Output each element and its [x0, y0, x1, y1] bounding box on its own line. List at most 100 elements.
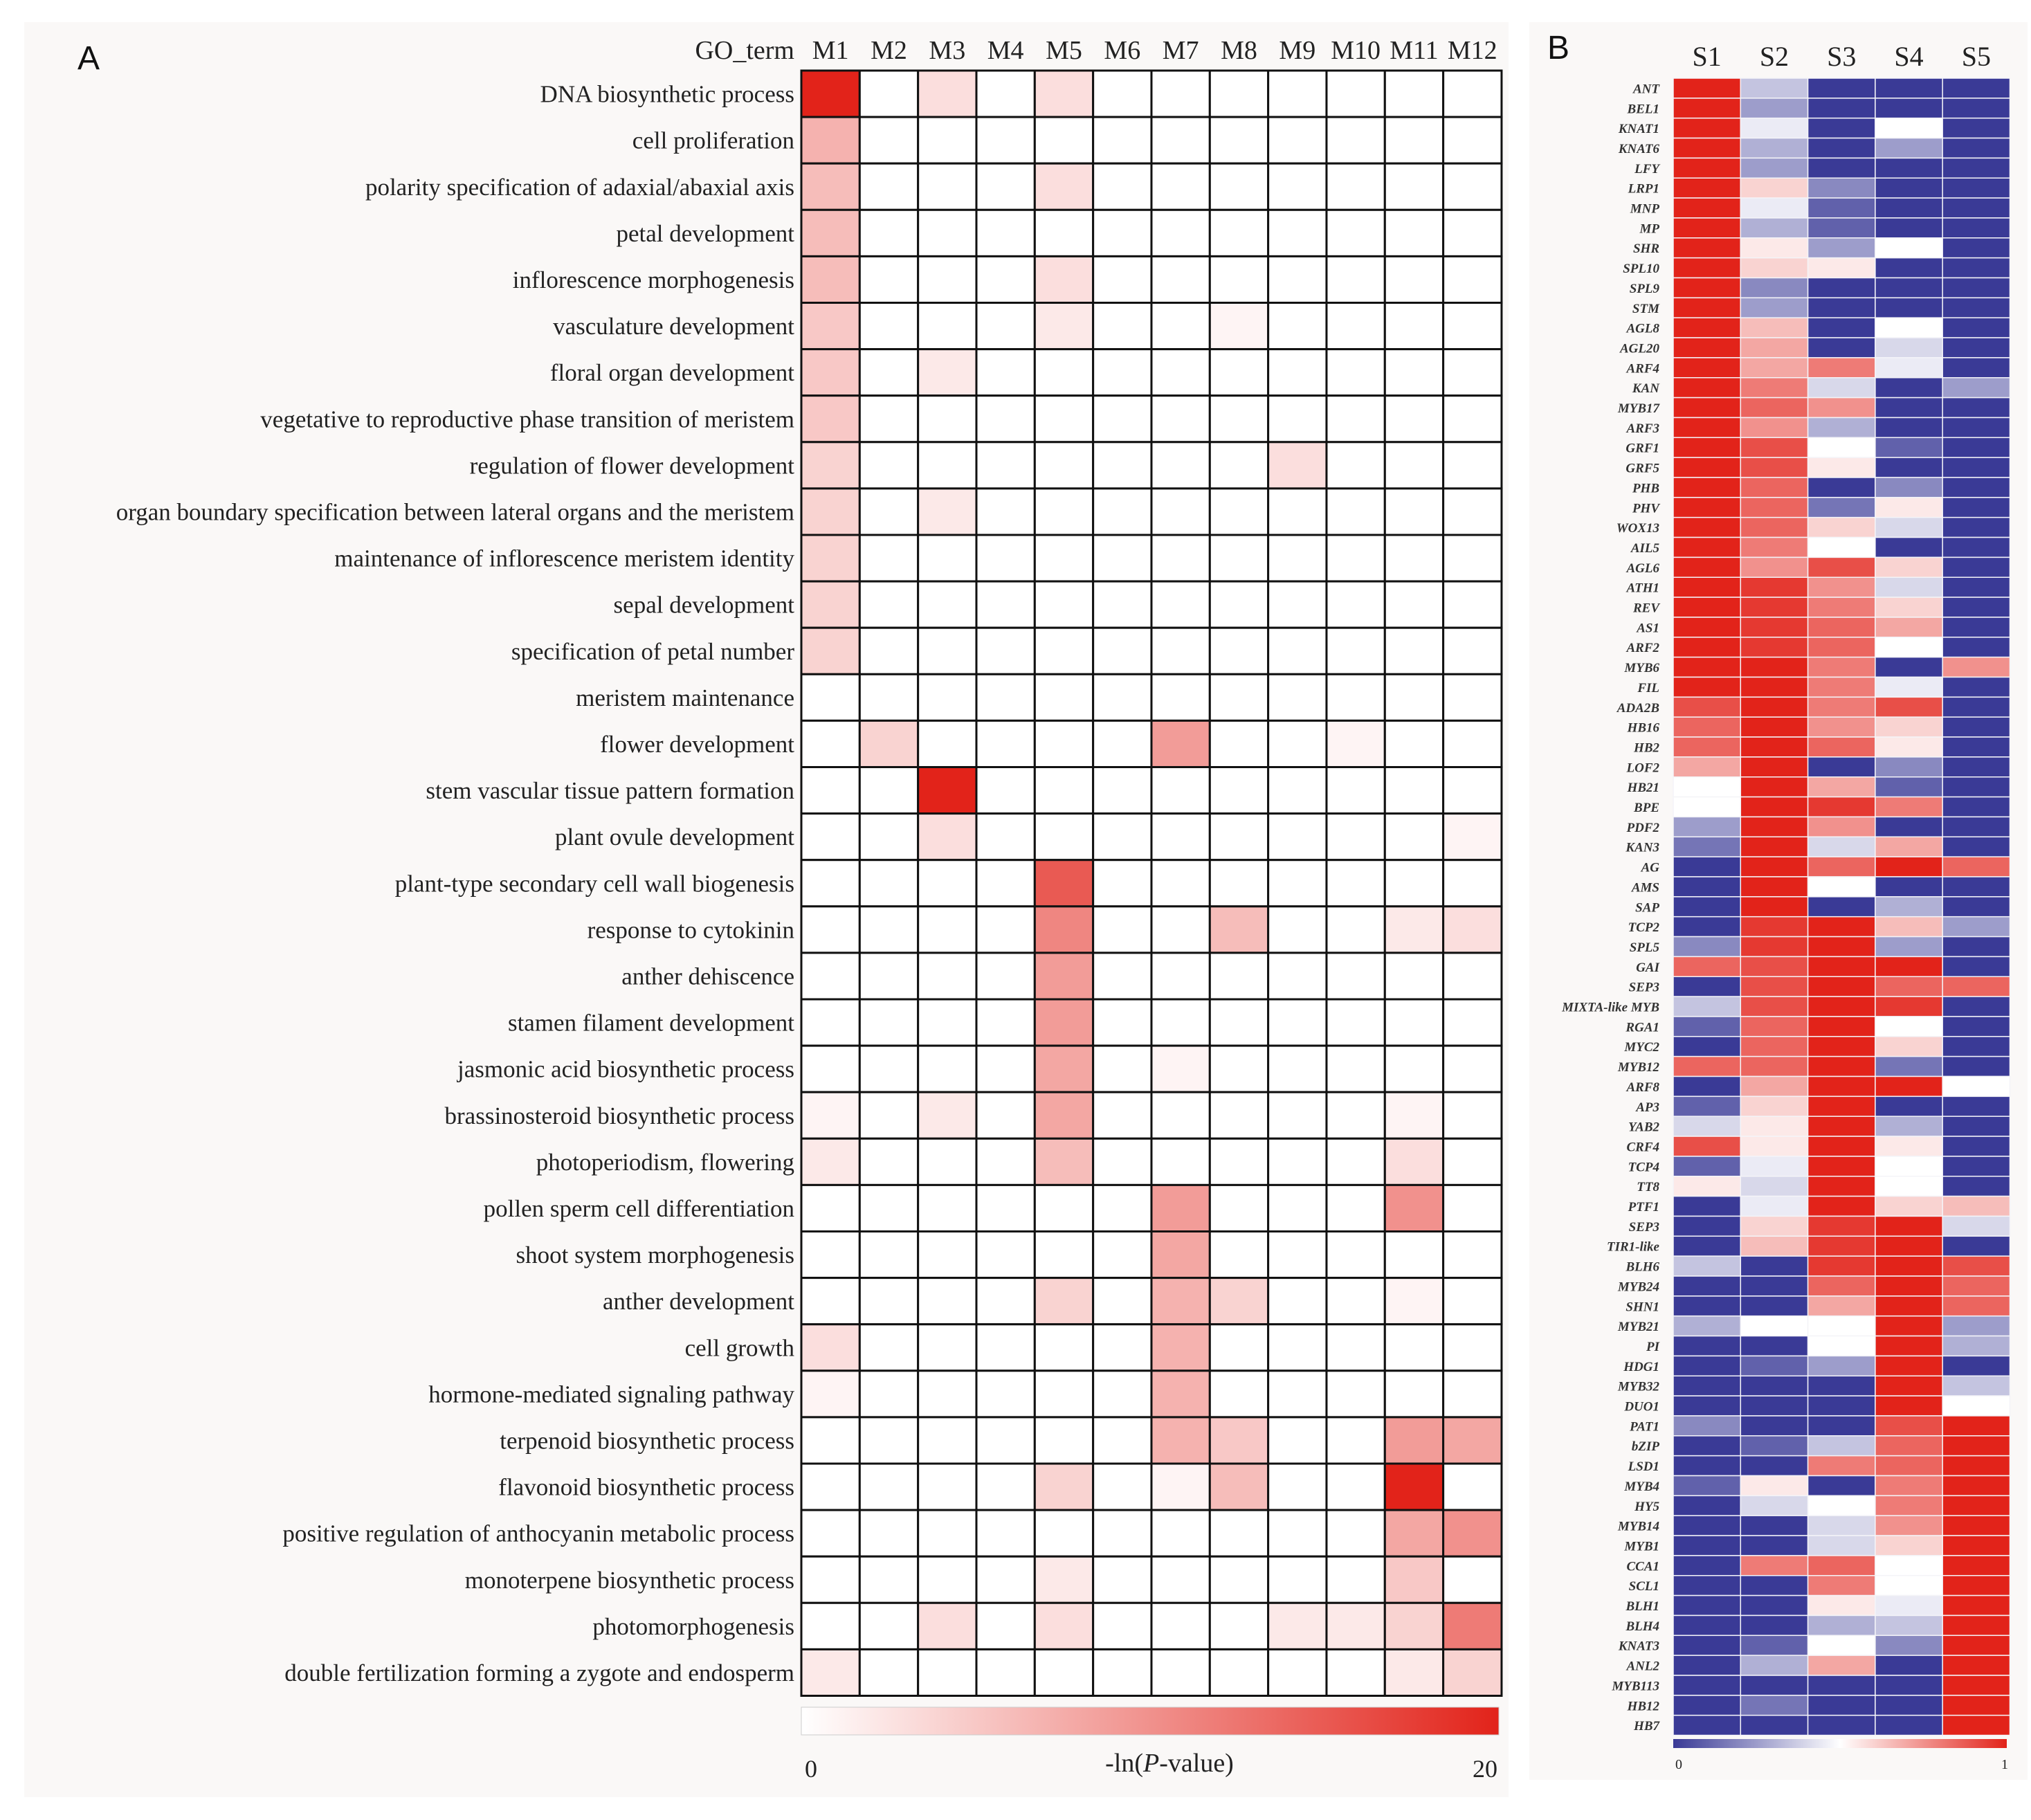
- panel-a-cell: [1208, 208, 1270, 257]
- panel-a-cell: [917, 116, 978, 165]
- panel-b-gene-label: PTF1: [1628, 1200, 1659, 1214]
- panel-b-gene-label: LRP1: [1628, 182, 1659, 197]
- panel-b-cell: [1875, 1095, 1943, 1117]
- panel-a-cell: [1325, 1183, 1386, 1233]
- panel-b-cell: [1673, 756, 1742, 778]
- panel-a-row-label: petal development: [616, 220, 794, 247]
- panel-b-gene-label: MYC2: [1623, 1040, 1659, 1055]
- panel-a-cell: [1267, 348, 1328, 397]
- panel-b-cell: [1673, 1435, 1742, 1457]
- panel-b-cell: [1875, 1235, 1943, 1257]
- panel-b-cell: [1875, 597, 1943, 618]
- panel-a-cell: [1208, 1555, 1270, 1604]
- panel-a-cell: [1267, 998, 1328, 1047]
- panel-a-cell: [800, 952, 861, 1001]
- panel-b-gene-label: PI: [1646, 1340, 1660, 1354]
- panel-a-cell: [1033, 626, 1095, 675]
- panel-a-cell: [917, 208, 978, 257]
- panel-b-cell: [1740, 1195, 1809, 1217]
- panel-b-cell: [1673, 1655, 1742, 1676]
- panel-b-cell: [1740, 597, 1809, 618]
- panel-b-cell: [1807, 1714, 1876, 1736]
- panel-a-row-label: vegetative to reproductive phase transit…: [260, 406, 794, 433]
- panel-b-cell: [1807, 317, 1876, 338]
- panel-b-cell: [1807, 1495, 1876, 1516]
- panel-b-cell: [1807, 816, 1876, 838]
- panel-b-cell: [1740, 1435, 1809, 1457]
- panel-a-cell: [1267, 534, 1328, 583]
- panel-b-cell: [1740, 856, 1809, 877]
- panel-b-gene-label: MYB6: [1623, 661, 1659, 675]
- panel-a-row-label: meristem maintenance: [576, 684, 794, 711]
- panel-b-gene-label: MYB32: [1617, 1380, 1660, 1394]
- panel-b-cell: [1807, 916, 1876, 938]
- panel-b-cell: [1673, 1375, 1742, 1396]
- panel-b-cell: [1942, 1655, 2011, 1676]
- panel-b-cell: [1673, 1275, 1742, 1297]
- panel-a-cell: [1442, 766, 1503, 815]
- panel-b-cell: [1740, 457, 1809, 478]
- panel-b-cell: [1673, 1016, 1742, 1037]
- panel-b-cell: [1942, 916, 2011, 938]
- panel-b-cell: [1740, 896, 1809, 918]
- panel-b-cell: [1875, 1375, 1943, 1396]
- panel-b-cell: [1875, 1714, 1943, 1736]
- panel-a-cell: [1383, 1369, 1445, 1419]
- panel-b-cell: [1942, 756, 2011, 778]
- panel-b-cell: [1740, 397, 1809, 419]
- panel-a-cell: [1442, 394, 1503, 444]
- panel-b-cell: [1673, 1055, 1742, 1077]
- panel-a-row-label: floral organ development: [550, 359, 794, 386]
- panel-b-cell: [1875, 936, 1943, 958]
- panel-a-cell: [858, 1183, 920, 1233]
- panel-a-cell: [1033, 998, 1095, 1047]
- panel-b-gene-label: TIR1-like: [1607, 1240, 1660, 1255]
- panel-b-cell: [1875, 1195, 1943, 1217]
- panel-a-cell: [917, 952, 978, 1001]
- panel-b-cell: [1942, 856, 2011, 877]
- panel-a-cell: [1033, 905, 1095, 954]
- panel-b-cell: [1875, 896, 1943, 918]
- panel-b-cell: [1942, 317, 2011, 338]
- panel-a-cell: [1033, 1462, 1095, 1511]
- panel-b-gene-label: TT8: [1637, 1180, 1659, 1194]
- panel-a-cell: [1208, 952, 1270, 1001]
- panel-b-cell: [1740, 617, 1809, 638]
- panel-b-cell: [1673, 1714, 1742, 1736]
- panel-a-cell: [858, 1462, 920, 1511]
- panel-b-cell: [1942, 976, 2011, 997]
- panel-b-cell: [1740, 876, 1809, 898]
- panel-a-cell: [1092, 1230, 1153, 1280]
- panel-b-gene-label: GAI: [1636, 961, 1659, 975]
- panel-b-cell: [1875, 217, 1943, 239]
- panel-b-gene-label: HB21: [1627, 781, 1659, 795]
- panel-a-row-label: brassinosteroid biosynthetic process: [445, 1102, 794, 1129]
- panel-a-cell: [1092, 998, 1153, 1047]
- panel-a-row-label: regulation of flower development: [470, 452, 795, 479]
- panel-a-cell: [1092, 1137, 1153, 1186]
- panel-a-cell: [1208, 580, 1270, 629]
- panel-b-cell: [1875, 676, 1943, 698]
- panel-b-cell: [1875, 477, 1943, 498]
- panel-a-cell: [858, 905, 920, 954]
- panel-b-cell: [1942, 197, 2011, 219]
- panel-b-column-label: S3: [1827, 41, 1856, 72]
- panel-b-cell: [1807, 1475, 1876, 1497]
- panel-b-cell: [1807, 1375, 1876, 1396]
- panel-a-cell: [917, 348, 978, 397]
- panel-b-gene-label: CRF4: [1626, 1140, 1659, 1154]
- panel-b-cell: [1807, 1675, 1876, 1696]
- panel-b-cell: [1942, 397, 2011, 419]
- panel-a-cell: [800, 1462, 861, 1511]
- panel-a-cell: [858, 1555, 920, 1604]
- panel-b-cell: [1807, 1355, 1876, 1377]
- panel-b-cell: [1807, 197, 1876, 219]
- panel-b-cell: [1807, 417, 1876, 439]
- panel-a-cell: [1442, 952, 1503, 1001]
- panel-a-cell: [1092, 859, 1153, 908]
- panel-b-gene-label: SPL9: [1630, 282, 1660, 296]
- panel-a-row-label: polarity specification of adaxial/abaxia…: [365, 174, 794, 201]
- panel-b-cell: [1673, 317, 1742, 338]
- panel-b-cell: [1807, 1395, 1876, 1417]
- panel-a-cell: [800, 1416, 861, 1465]
